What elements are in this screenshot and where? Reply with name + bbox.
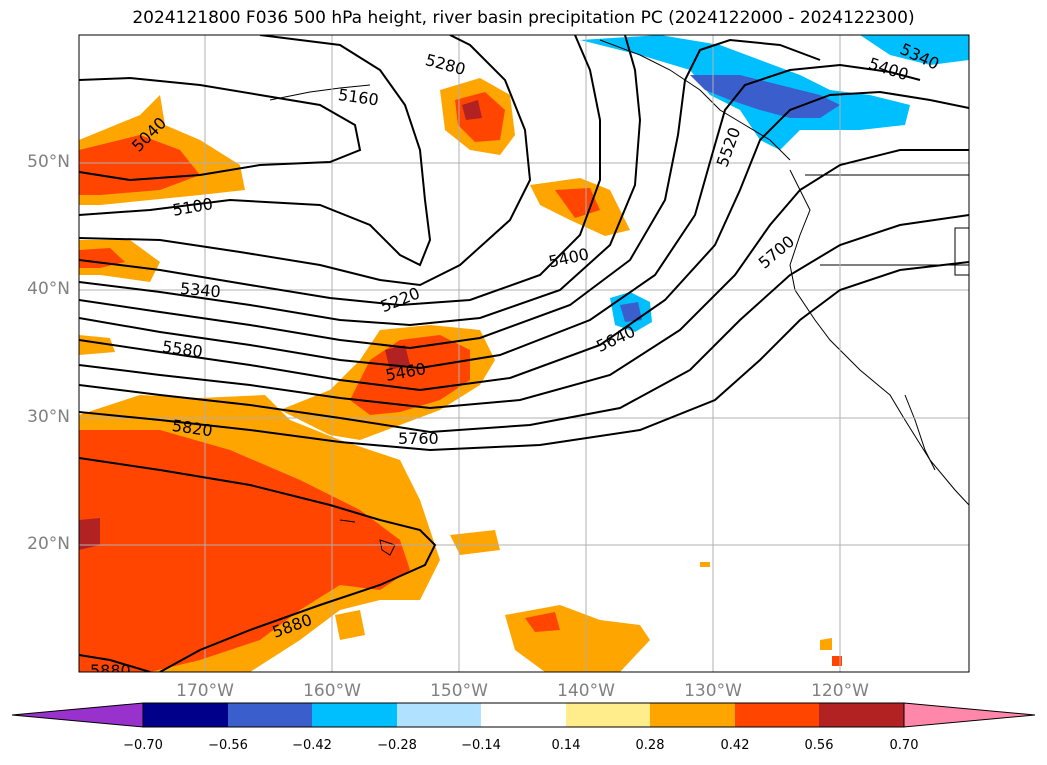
lat-label: 30°N bbox=[27, 407, 70, 427]
colorbar-tick-label: 0.70 bbox=[889, 738, 919, 753]
colorbar-tick-label: 0.42 bbox=[720, 738, 750, 753]
colorbar-tick-label: 0.14 bbox=[551, 738, 581, 753]
lon-label: 160°W bbox=[303, 681, 361, 701]
lat-label: 40°N bbox=[27, 279, 70, 299]
height-contours bbox=[79, 35, 969, 672]
lon-label: 150°W bbox=[430, 681, 488, 701]
colorbar bbox=[11, 702, 1036, 728]
lat-label: 50°N bbox=[27, 152, 70, 172]
colorbar-tick-label: −0.70 bbox=[123, 738, 163, 753]
lon-label: 170°W bbox=[176, 681, 234, 701]
colorbar-tick-label: −0.42 bbox=[292, 738, 332, 753]
lon-label: 120°W bbox=[811, 681, 869, 701]
contour-label: 5340 bbox=[179, 279, 221, 301]
lat-label: 20°N bbox=[27, 534, 70, 554]
lon-label: 140°W bbox=[557, 681, 615, 701]
colorbar-tick-label: 0.28 bbox=[635, 738, 665, 753]
map-area: 5040 5100 5160 5280 5340 5400 5460 5580 … bbox=[79, 35, 969, 680]
contour-label: 5760 bbox=[398, 429, 439, 448]
map-title: 2024121800 F036 500 hPa height, river ba… bbox=[132, 8, 915, 28]
precip-negative-fields bbox=[580, 35, 969, 332]
colorbar-tick-label: −0.56 bbox=[208, 738, 248, 753]
colorbar-tick-label: −0.14 bbox=[461, 738, 501, 753]
colorbar-tick-label: −0.28 bbox=[377, 738, 417, 753]
map-frame bbox=[78, 34, 970, 673]
graticule bbox=[79, 35, 969, 672]
contour-label: 5880 bbox=[90, 661, 131, 680]
lon-label: 130°W bbox=[684, 681, 742, 701]
colorbar-tick-label: 0.56 bbox=[804, 738, 834, 753]
